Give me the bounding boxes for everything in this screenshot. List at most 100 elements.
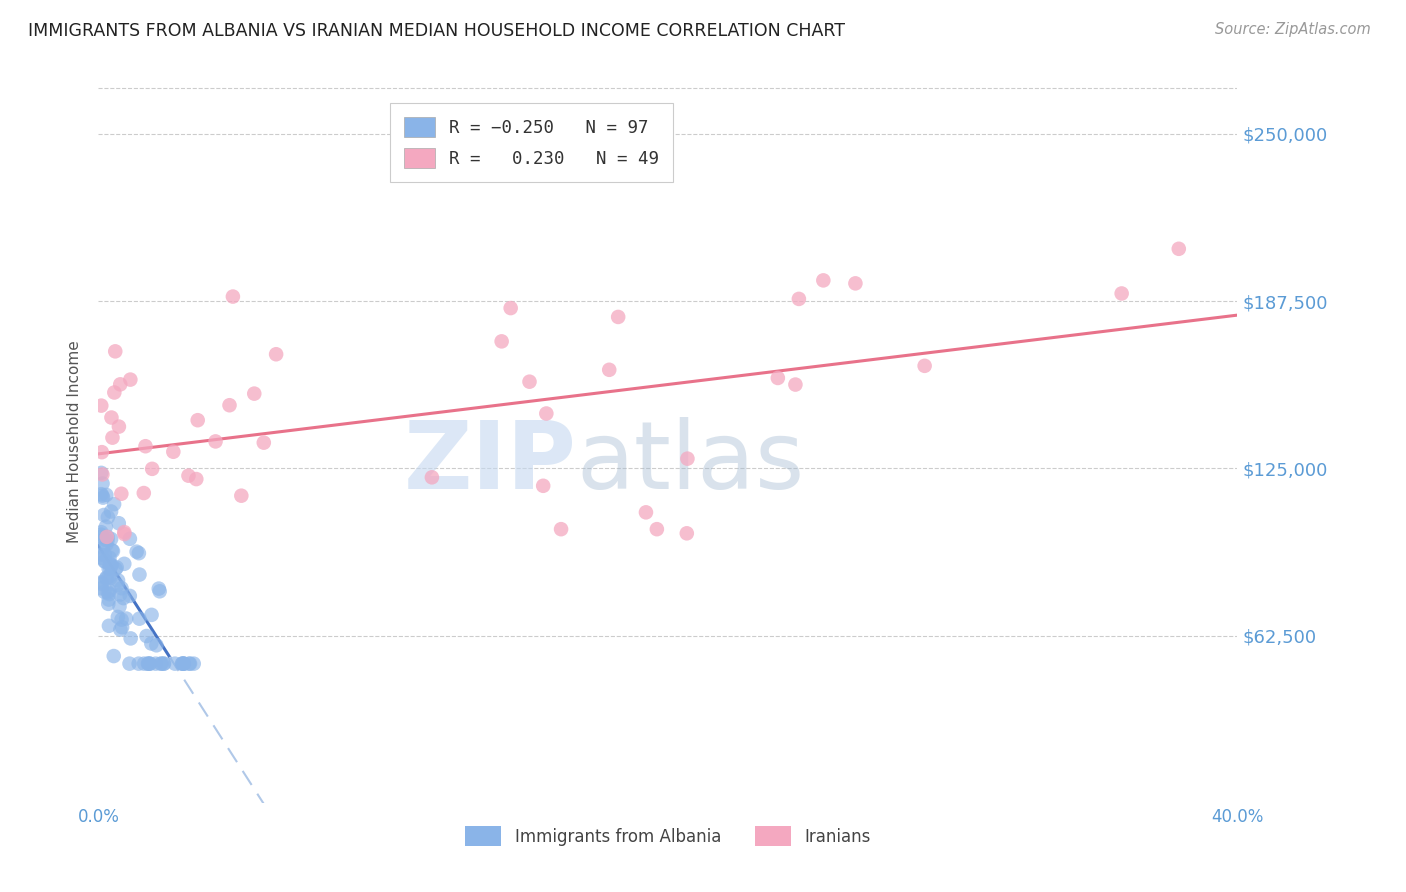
- Point: [634, 505, 657, 519]
- Point: [97, 597, 120, 611]
- Point: [90, 576, 112, 591]
- Point: [90, 466, 112, 480]
- Point: [98, 571, 121, 585]
- Point: [218, 398, 240, 412]
- Point: [90, 445, 112, 459]
- Point: [100, 558, 122, 572]
- Point: [675, 526, 697, 541]
- Point: [100, 410, 122, 425]
- Point: [136, 657, 159, 671]
- Point: [90, 582, 112, 596]
- Point: [100, 504, 122, 518]
- Point: [1167, 242, 1189, 256]
- Point: [607, 310, 630, 324]
- Point: [110, 487, 132, 501]
- Point: [177, 468, 200, 483]
- Point: [110, 377, 132, 392]
- Point: [172, 657, 194, 671]
- Point: [132, 486, 155, 500]
- Point: [118, 532, 141, 546]
- Point: [103, 385, 125, 400]
- Y-axis label: Median Household Income: Median Household Income: [67, 340, 83, 543]
- Point: [120, 373, 142, 387]
- Point: [420, 470, 443, 484]
- Point: [149, 584, 172, 599]
- Point: [105, 560, 128, 574]
- Point: [107, 516, 129, 531]
- Point: [97, 585, 120, 599]
- Point: [134, 657, 156, 671]
- Point: [110, 613, 132, 627]
- Point: [676, 451, 699, 466]
- Point: [93, 555, 115, 569]
- Point: [173, 657, 195, 671]
- Point: [101, 431, 124, 445]
- Point: [91, 467, 114, 482]
- Point: [914, 359, 936, 373]
- Point: [98, 583, 121, 598]
- Point: [96, 537, 118, 551]
- Point: [141, 462, 163, 476]
- Point: [536, 407, 558, 421]
- Point: [152, 657, 174, 671]
- Point: [90, 550, 112, 565]
- Point: [128, 612, 150, 626]
- Point: [785, 377, 807, 392]
- Point: [96, 570, 118, 584]
- Point: [128, 657, 150, 671]
- Point: [111, 620, 134, 634]
- Point: [96, 530, 118, 544]
- Point: [91, 491, 114, 505]
- Point: [112, 527, 135, 541]
- Point: [103, 648, 125, 663]
- Point: [97, 561, 120, 575]
- Point: [97, 530, 120, 544]
- Point: [243, 386, 266, 401]
- Point: [96, 488, 118, 502]
- Point: [96, 533, 118, 548]
- Point: [90, 575, 112, 590]
- Point: [148, 582, 170, 596]
- Point: [139, 657, 162, 671]
- Point: [766, 371, 789, 385]
- Point: [112, 557, 135, 571]
- Point: [125, 544, 148, 558]
- Point: [90, 487, 112, 501]
- Point: [222, 289, 245, 303]
- Point: [90, 399, 112, 413]
- Point: [162, 444, 184, 458]
- Point: [108, 599, 131, 614]
- Point: [96, 572, 118, 586]
- Point: [813, 273, 835, 287]
- Point: [187, 413, 209, 427]
- Point: [91, 541, 114, 555]
- Point: [118, 589, 141, 603]
- Point: [149, 657, 172, 671]
- Point: [101, 544, 124, 558]
- Point: [173, 657, 195, 671]
- Point: [97, 592, 120, 607]
- Point: [94, 554, 117, 568]
- Point: [110, 623, 132, 637]
- Point: [101, 543, 124, 558]
- Point: [141, 636, 163, 650]
- Point: [173, 657, 195, 671]
- Point: [91, 476, 114, 491]
- Point: [141, 607, 163, 622]
- Point: [104, 562, 127, 576]
- Point: [163, 657, 186, 671]
- Point: [98, 550, 121, 565]
- Point: [128, 567, 150, 582]
- Point: [107, 610, 129, 624]
- Point: [90, 525, 112, 540]
- Point: [108, 588, 131, 602]
- Point: [90, 527, 112, 541]
- Point: [145, 657, 167, 671]
- Point: [93, 548, 115, 562]
- Point: [179, 657, 201, 671]
- Point: [138, 657, 160, 671]
- Point: [186, 472, 208, 486]
- Point: [103, 497, 125, 511]
- Point: [150, 657, 173, 671]
- Point: [253, 435, 276, 450]
